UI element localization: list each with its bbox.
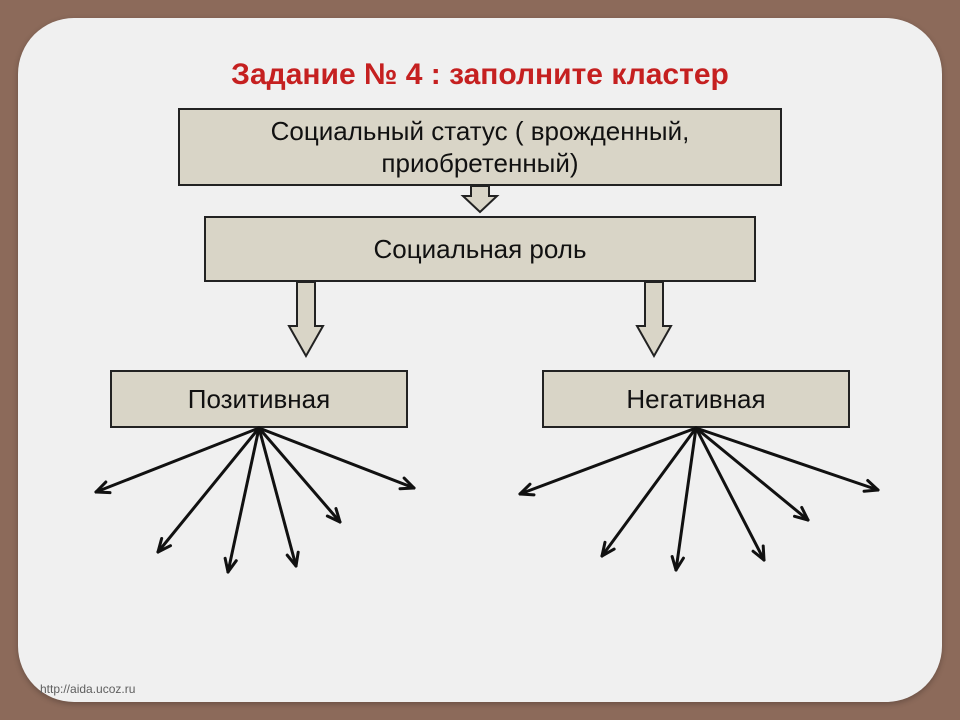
fan-arrow <box>696 428 808 520</box>
fan-arrow <box>259 428 414 489</box>
stage: Задание № 4 : заполните кластер Социальн… <box>0 0 960 720</box>
arrows-layer <box>18 18 942 702</box>
block-arrow-role-to-positive <box>289 282 323 356</box>
fan-arrow <box>672 428 696 570</box>
block-arrow-role-to-negative <box>637 282 671 356</box>
slide-card: Задание № 4 : заполните кластер Социальн… <box>18 18 942 702</box>
footer-url: http://aida.ucoz.ru <box>40 682 135 696</box>
block-arrow-status-to-role <box>463 186 497 212</box>
